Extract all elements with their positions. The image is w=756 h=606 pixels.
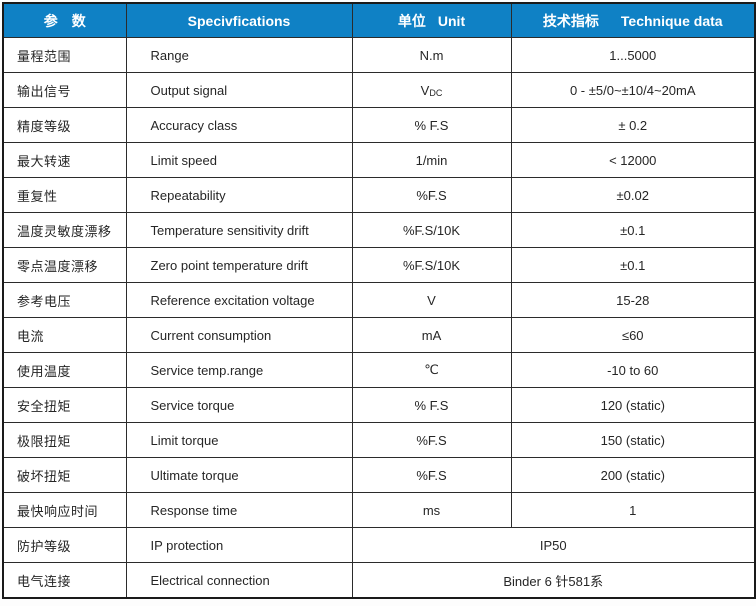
param-cn-cell: 精度等级 [2, 107, 127, 143]
value-cell: ± 0.2 [510, 107, 756, 143]
table-row-accuracy-class: 精度等级 Accuracy class % F.S ± 0.2 [2, 107, 756, 143]
unit-cell: % F.S [351, 107, 512, 143]
param-en-cell: Repeatability [125, 177, 353, 213]
param-cn-cell: 最快响应时间 [2, 492, 127, 528]
col-header-technique-data-en: Technique data [620, 12, 723, 29]
table-row-output-signal: 输出信号 Output signal VDC 0 - ±5/0~±10/4~20… [2, 72, 756, 108]
param-cn-cell: 温度灵敏度漂移 [2, 212, 127, 248]
unit-cell: V [351, 282, 512, 318]
table-row-current-consumption: 电流 Current consumption mA ≤60 [2, 317, 756, 353]
param-en-cell: Service temp.range [125, 352, 353, 388]
param-en-cell: Electrical connection [125, 562, 353, 599]
param-cn-cell: 重复性 [2, 177, 127, 213]
param-en-cell: Limit speed [125, 142, 353, 178]
unit-cell: %F.S/10K [351, 212, 512, 248]
col-header-specifications: Specivfications [125, 2, 353, 38]
unit-cell: % F.S [351, 387, 512, 423]
param-en-cell: Current consumption [125, 317, 353, 353]
unit-cell: VDC [351, 72, 512, 108]
header-row: 参 数 Specivfications 单位 Unit 技术指标 Technique… [2, 2, 756, 38]
param-en-cell: Temperature sensitivity drift [125, 212, 353, 248]
table-row-zero-point-drift: 零点温度漂移 Zero point temperature drift %F.S… [2, 247, 756, 283]
unit-cell: %F.S/10K [351, 247, 512, 283]
param-cn-cell: 量程范围 [2, 37, 127, 73]
col-header-technique-data-cn: 技术指标 [542, 12, 599, 29]
table-row-service-torque: 安全扭矩 Service torque % F.S 120 (static) [2, 387, 756, 423]
value-cell: ±0.02 [510, 177, 756, 213]
param-en-cell: Range [125, 37, 353, 73]
param-cn-cell: 安全扭矩 [2, 387, 127, 423]
unit-cell: mA [351, 317, 512, 353]
param-cn-cell: 零点温度漂移 [2, 247, 127, 283]
unit-cell: N.m [351, 37, 512, 73]
unit-cell: %F.S [351, 422, 512, 458]
col-header-parameter-label: 参 数 [43, 12, 86, 29]
value-cell: 0 - ±5/0~±10/4~20mA [510, 72, 756, 108]
value-cell: 15-28 [510, 282, 756, 318]
unit-cell: ms [351, 492, 512, 528]
param-cn-cell: 电流 [2, 317, 127, 353]
value-cell: ≤60 [510, 317, 756, 353]
param-cn-cell: 电气连接 [2, 562, 127, 599]
param-cn-cell: 极限扭矩 [2, 422, 127, 458]
col-header-unit: 单位 Unit [351, 2, 512, 38]
table-row-temp-sensitivity-drift: 温度灵敏度漂移 Temperature sensitivity drift %F… [2, 212, 756, 248]
param-cn-cell: 防护等级 [2, 527, 127, 563]
col-header-specifications-label: Specivfications [187, 12, 291, 29]
param-cn-cell: 参考电压 [2, 282, 127, 318]
param-en-cell: Limit torque [125, 422, 353, 458]
param-en-cell: Ultimate torque [125, 457, 353, 493]
param-cn-cell: 最大转速 [2, 142, 127, 178]
table-row-reference-voltage: 参考电压 Reference excitation voltage V 15-2… [2, 282, 756, 318]
table-row-range: 量程范围 Range N.m 1...5000 [2, 37, 756, 73]
value-cell: -10 to 60 [510, 352, 756, 388]
col-header-technique-data: 技术指标 Technique data [510, 2, 756, 38]
value-cell: ±0.1 [510, 247, 756, 283]
table-row-repeatability: 重复性 Repeatability %F.S ±0.02 [2, 177, 756, 213]
param-en-cell: Zero point temperature drift [125, 247, 353, 283]
table-row-limit-speed: 最大转速 Limit speed 1/min < 12000 [2, 142, 756, 178]
merged-value-cell: Binder 6 针581系 [351, 562, 756, 599]
param-cn-cell: 使用温度 [2, 352, 127, 388]
table-row-response-time: 最快响应时间 Response time ms 1 [2, 492, 756, 528]
param-cn-cell: 破坏扭矩 [2, 457, 127, 493]
table-row-limit-torque: 极限扭矩 Limit torque %F.S 150 (static) [2, 422, 756, 458]
unit-cell: ℃ [351, 352, 512, 388]
col-header-unit-en: Unit [437, 12, 466, 29]
param-en-cell: Accuracy class [125, 107, 353, 143]
table-row-service-temp-range: 使用温度 Service temp.range ℃ -10 to 60 [2, 352, 756, 388]
param-cn-cell: 输出信号 [2, 72, 127, 108]
table-row-ultimate-torque: 破坏扭矩 Ultimate torque %F.S 200 (static) [2, 457, 756, 493]
value-cell: 1...5000 [510, 37, 756, 73]
col-header-parameter: 参 数 [2, 2, 127, 38]
unit-cell: %F.S [351, 177, 512, 213]
value-cell: < 12000 [510, 142, 756, 178]
param-en-cell: Response time [125, 492, 353, 528]
value-cell: 200 (static) [510, 457, 756, 493]
value-cell: 150 (static) [510, 422, 756, 458]
param-en-cell: Reference excitation voltage [125, 282, 353, 318]
param-en-cell: Service torque [125, 387, 353, 423]
unit-cell: %F.S [351, 457, 512, 493]
table-row-electrical-connection: 电气连接 Electrical connection Binder 6 针581… [2, 562, 756, 599]
unit-cell: 1/min [351, 142, 512, 178]
value-cell: 120 (static) [510, 387, 756, 423]
merged-value-cell: IP50 [351, 527, 756, 563]
param-en-cell: Output signal [125, 72, 353, 108]
table-row-ip-protection: 防护等级 IP protection IP50 [2, 527, 756, 563]
value-cell: ±0.1 [510, 212, 756, 248]
value-cell: 1 [510, 492, 756, 528]
col-header-unit-cn: 单位 [397, 12, 426, 29]
param-en-cell: IP protection [125, 527, 353, 563]
